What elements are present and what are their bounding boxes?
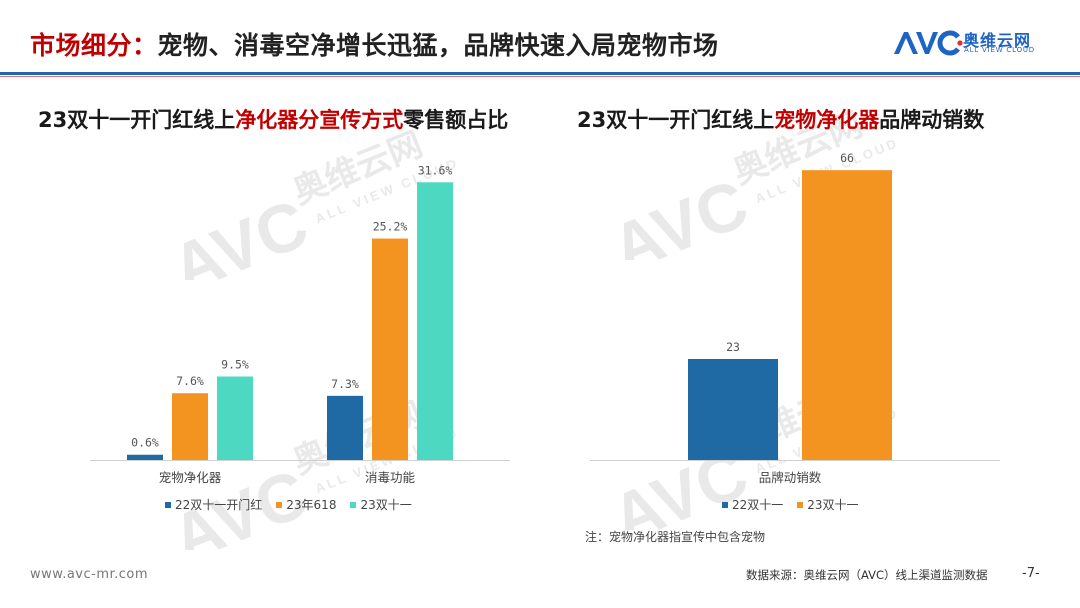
legend-item-0-2: 23双十一 [350, 496, 412, 513]
bar-0-0-0 [127, 454, 163, 460]
legend-label-1-0: 22双十一 [732, 498, 784, 512]
header-divider-accent [0, 76, 1080, 77]
bar-0-1-2 [417, 182, 453, 460]
footnote: 注：宠物净化器指宣传中包含宠物 [585, 530, 766, 544]
left-chart-legend: 22双十一开门红 23年618 23双十一 [165, 496, 412, 513]
bar-1-0-1 [802, 170, 892, 460]
right-chart-title: 23双十一开门红线上宠物净化器品牌动销数 [577, 104, 984, 134]
footer-url: www.avc-mr.com [30, 567, 149, 582]
left-chart-title-highlight: 净化器分宣传方式 [235, 108, 404, 132]
legend-swatch-1-0 [722, 501, 728, 508]
legend-item-1-1: 23双十一 [797, 496, 859, 513]
data-label-0-1-1: 25.2% [373, 220, 408, 234]
left-chart-title-pre: 23双十一开门红线上 [38, 108, 236, 132]
bar-0-1-1 [372, 238, 408, 460]
legend-swatch-0-1 [276, 501, 283, 508]
footer-source: 数据来源：奥维云网（AVC）线上渠道监测数据 [746, 568, 988, 582]
category-label-0-1: 消毒功能 [365, 470, 416, 485]
legend-item-0-0: 22双十一开门红 [165, 496, 262, 513]
page-number: -7- [1022, 566, 1040, 581]
bar-0-0-1 [172, 393, 208, 460]
bar-0-1-0 [327, 395, 363, 460]
right-chart-title-highlight: 宠物净化器 [774, 108, 880, 132]
legend-item-0-1: 23年618 [276, 496, 336, 513]
data-label-0-0-1: 7.6% [176, 374, 204, 388]
logo-cn-text: 奥维云网 [963, 31, 1032, 50]
right-chart-title-post: 品牌动销数 [879, 108, 985, 132]
legend-item-1-0: 22双十一 [722, 496, 783, 513]
page-title-rest: 宠物、消毒空净增长迅猛，品牌快速入局宠物市场 [157, 31, 719, 60]
data-label-1-0-1: 66 [840, 151, 854, 165]
data-label-0-0-2: 9.5% [221, 358, 249, 372]
left-chart-title-post: 零售额占比 [403, 108, 509, 132]
data-label-0-1-2: 31.6% [418, 163, 453, 177]
page-title-prefix: 市场细分： [30, 31, 158, 60]
legend-swatch-0-2 [350, 501, 357, 508]
right-chart-legend: 22双十一 23双十一 [722, 496, 859, 513]
category-label-1-0: 品牌动销数 [759, 470, 822, 485]
data-label-0-1-0: 7.3% [331, 377, 359, 391]
legend-swatch-0-0 [165, 501, 171, 508]
logo-en-text: ALL VIEW CLOUD [964, 46, 1035, 54]
legend-label-0-2: 23双十一 [360, 498, 412, 512]
category-label-0-0: 宠物净化器 [159, 470, 222, 485]
right-chart-title-pre: 23双十一开门红线上 [577, 108, 775, 132]
bar-0-0-2 [217, 376, 253, 460]
legend-label-0-1: 23年618 [286, 498, 337, 512]
avc-logo [894, 30, 963, 56]
legend-swatch-1-1 [797, 501, 804, 508]
data-label-0-0-0: 0.6% [131, 436, 159, 450]
left-chart-title: 23双十一开门红线上净化器分宣传方式零售额占比 [38, 104, 508, 134]
data-label-1-0-0: 23 [726, 340, 740, 354]
bar-1-0-0 [688, 359, 778, 460]
legend-label-1-1: 23双十一 [807, 498, 859, 512]
page-title: 市场细分：宠物、消毒空净增长迅猛，品牌快速入局宠物市场 [30, 26, 719, 62]
header-divider [0, 72, 1080, 75]
legend-label-0-0: 22双十一开门红 [175, 498, 263, 512]
